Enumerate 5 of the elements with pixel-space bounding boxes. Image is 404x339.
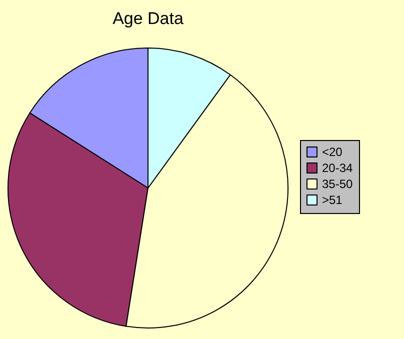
legend-label: >51 xyxy=(322,193,343,207)
legend-label: <20 xyxy=(322,145,343,159)
chart-title: Age Data xyxy=(112,9,184,28)
legend-label: 35-50 xyxy=(322,177,354,191)
legend-label: 20-34 xyxy=(322,161,354,175)
